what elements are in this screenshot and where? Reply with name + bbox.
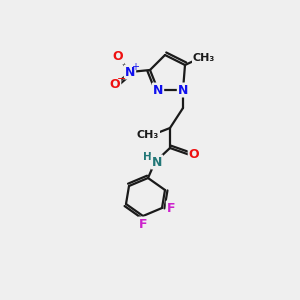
Text: H: H (142, 152, 152, 162)
Text: −: − (117, 74, 127, 84)
Text: O: O (189, 148, 199, 161)
Text: N: N (153, 83, 163, 97)
Text: N: N (152, 155, 162, 169)
Text: N: N (178, 83, 188, 97)
Text: F: F (167, 202, 175, 214)
Text: +: + (131, 62, 139, 72)
Text: CH₃: CH₃ (193, 53, 215, 63)
Text: CH₃: CH₃ (137, 130, 159, 140)
Text: O: O (110, 79, 120, 92)
Text: N: N (125, 65, 135, 79)
Text: O: O (113, 50, 123, 64)
Text: F: F (139, 218, 147, 230)
